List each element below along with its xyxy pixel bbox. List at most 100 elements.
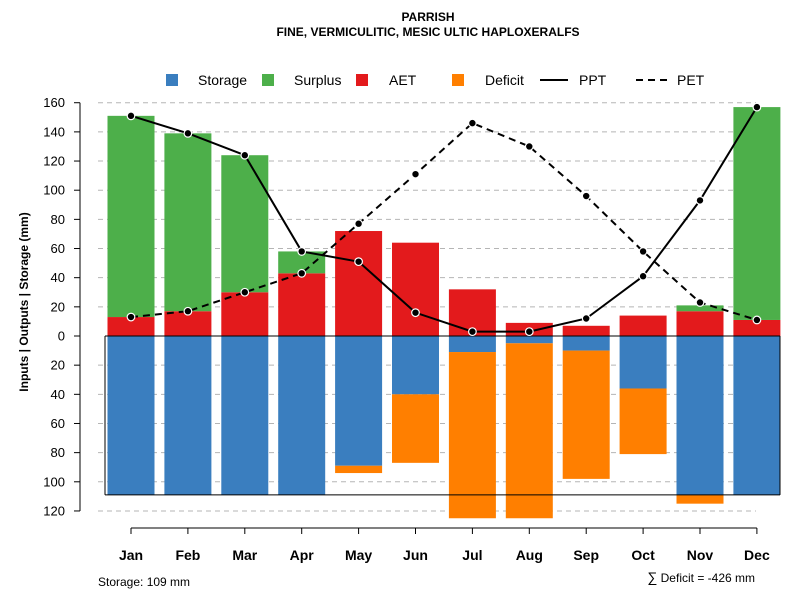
surplus-bar (164, 133, 212, 312)
y-tick-label: 120 (43, 154, 65, 169)
legend-label-storage: Storage (198, 72, 247, 88)
storage-bar (392, 336, 439, 395)
surplus-bar (278, 251, 326, 274)
aet-bar (733, 319, 781, 336)
y-tick-label: 140 (43, 124, 65, 139)
legend-label-ppt: PPT (579, 72, 607, 88)
legend-swatch-deficit (452, 74, 464, 86)
legend-label-deficit: Deficit (485, 72, 524, 88)
aet-bar (619, 315, 667, 336)
x-tick-label: Mar (232, 547, 257, 563)
x-tick-label: Jul (462, 547, 482, 563)
x-tick-label: Feb (175, 547, 200, 563)
x-tick-label: Dec (744, 547, 770, 563)
ppt-point (638, 271, 648, 281)
aet-bar (562, 325, 610, 336)
y-tick-label: 40 (51, 270, 65, 285)
x-tick-label: May (345, 547, 372, 563)
x-tick-label: Aug (516, 547, 543, 563)
surplus-bar (107, 115, 155, 318)
ppt-point (126, 111, 136, 121)
storage-bar (619, 336, 667, 389)
pet-point (183, 306, 193, 316)
x-tick-label: Oct (631, 547, 655, 563)
chart-subtitle: FINE, VERMICULITIC, MESIC ULTIC HAPLOXER… (276, 25, 579, 39)
deficit-bar (335, 465, 383, 474)
y-tick-label: 100 (43, 183, 65, 198)
storage-bar (448, 336, 496, 353)
aet-bar (278, 273, 326, 336)
surplus-bar (676, 305, 724, 312)
pet-point (581, 191, 591, 201)
y-axis-label: Inputs | Outputs | Storage (mm) (17, 212, 31, 391)
y-tick-label: 100 (43, 474, 65, 489)
storage-bar (505, 336, 553, 344)
deficit-bar (676, 494, 724, 504)
axes: 160 140 120 100 80 60 40 20 0 20 40 60 80 100 120 Jan Fe… (43, 95, 770, 563)
pet-point (524, 142, 534, 151)
pet-point (638, 247, 648, 256)
ppt-point (297, 247, 307, 256)
ppt-point (695, 196, 705, 205)
surplus-bar (221, 155, 269, 293)
storage-summary: Storage: 109 mm (98, 575, 190, 589)
aet-bar (676, 311, 724, 336)
legend-swatch-surplus (262, 74, 274, 86)
legend-label-surplus: Surplus (294, 72, 341, 88)
legend: Storage Surplus AET Deficit PPT PET (166, 72, 705, 88)
pet-point (240, 287, 250, 297)
y-tick-label: 120 (43, 503, 65, 518)
ppt-point (354, 257, 364, 267)
y-tick-label: 20 (51, 358, 65, 373)
legend-label-pet: PET (677, 72, 705, 88)
ppt-point (411, 308, 420, 318)
ppt-point (183, 128, 193, 138)
pet-line (130, 121, 758, 321)
x-tick-label: Apr (290, 547, 315, 563)
ppt-point (468, 327, 477, 337)
deficit-bar (562, 350, 610, 479)
deficit-bar (505, 343, 553, 519)
sigma-symbol: ∑ (647, 569, 657, 585)
y-tick-label: 80 (51, 212, 65, 227)
deficit-summary-text: Deficit = -426 mm (661, 571, 755, 585)
storage-bar (278, 336, 326, 495)
pet-point (752, 315, 762, 325)
y-tick-label: 60 (51, 416, 65, 431)
y-tick-label: 160 (43, 95, 65, 110)
pet-point (354, 219, 364, 229)
storage-bar (164, 336, 212, 495)
ppt-point (581, 314, 591, 323)
storage-bar (107, 336, 155, 495)
pet-point (411, 169, 420, 179)
storage-bar (221, 336, 269, 495)
y-tick-label: 20 (51, 299, 65, 314)
deficit-summary: ∑ Deficit = -426 mm (647, 569, 755, 585)
storage-bar (676, 336, 724, 495)
aet-bar (221, 292, 269, 336)
legend-swatch-storage (166, 74, 178, 86)
y-tick-label: 40 (51, 387, 65, 402)
ppt-point (240, 150, 250, 160)
aet-bar (392, 242, 439, 336)
y-tick-label: 80 (51, 445, 65, 460)
deficit-bar (619, 388, 667, 455)
x-tick-label: Jun (403, 547, 428, 563)
storage-bar (335, 336, 383, 466)
x-tick-label: Nov (687, 547, 714, 563)
x-tick-label: Jan (119, 547, 143, 563)
deficit-bar (392, 394, 439, 463)
pet-point (468, 118, 477, 128)
aet-bar (107, 317, 155, 336)
chart-title: PARRISH (401, 10, 454, 24)
surplus-bar (733, 107, 781, 320)
ppt-point (524, 327, 534, 337)
lines (126, 102, 762, 337)
legend-swatch-aet (356, 74, 368, 86)
aet-bar (335, 231, 383, 336)
pet-point (695, 298, 705, 307)
ppt-line (130, 106, 758, 333)
pet-point (297, 268, 307, 278)
bars (104, 107, 781, 519)
